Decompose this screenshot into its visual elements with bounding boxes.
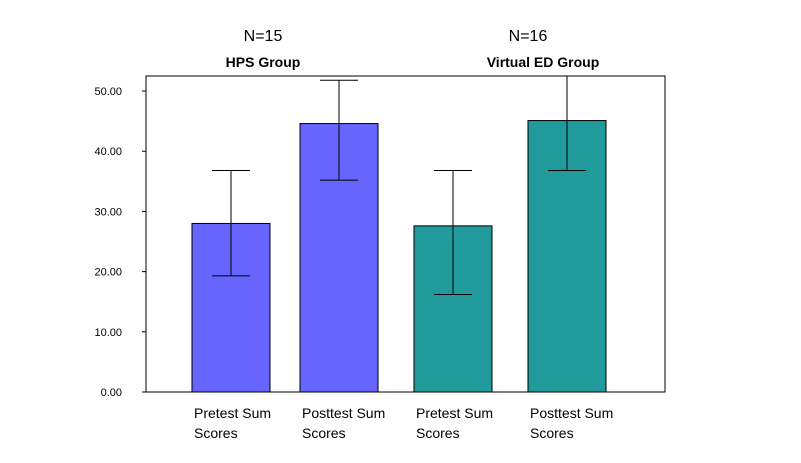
category-label-line2: Scores bbox=[194, 425, 238, 441]
y-tick-label: 30.00 bbox=[94, 206, 122, 218]
category-label-line1: Posttest Sum bbox=[530, 405, 613, 421]
group-n-label: N=16 bbox=[509, 28, 548, 45]
category-label-line1: Pretest Sum bbox=[194, 405, 271, 421]
error-bars bbox=[212, 75, 586, 295]
y-tick-label: 0.00 bbox=[101, 387, 122, 399]
bars bbox=[191, 120, 607, 393]
group-n-label: N=15 bbox=[244, 28, 283, 45]
category-labels: Pretest Sum Scores Posttest Sum Scores Prete… bbox=[194, 405, 613, 441]
category-label-line1: Posttest Sum bbox=[302, 405, 385, 421]
y-tick-label: 20.00 bbox=[94, 267, 122, 279]
category-label-line2: Scores bbox=[302, 425, 346, 441]
category-label-line2: Scores bbox=[416, 425, 460, 441]
category-label-line1: Pretest Sum bbox=[416, 405, 493, 421]
y-tick-label: 50.00 bbox=[94, 86, 122, 98]
y-tick-label: 40.00 bbox=[94, 146, 122, 158]
group-name-label: HPS Group bbox=[226, 54, 301, 70]
y-tick-label: 10.00 bbox=[94, 327, 122, 339]
group-labels: N=15 HPS Group N=16 Virtual ED Group bbox=[226, 28, 600, 70]
group-name-label: Virtual ED Group bbox=[487, 54, 600, 70]
category-label-line2: Scores bbox=[530, 425, 574, 441]
y-axis-ticks: 0.00 10.00 20.00 30.00 40.00 50.00 bbox=[94, 86, 146, 399]
